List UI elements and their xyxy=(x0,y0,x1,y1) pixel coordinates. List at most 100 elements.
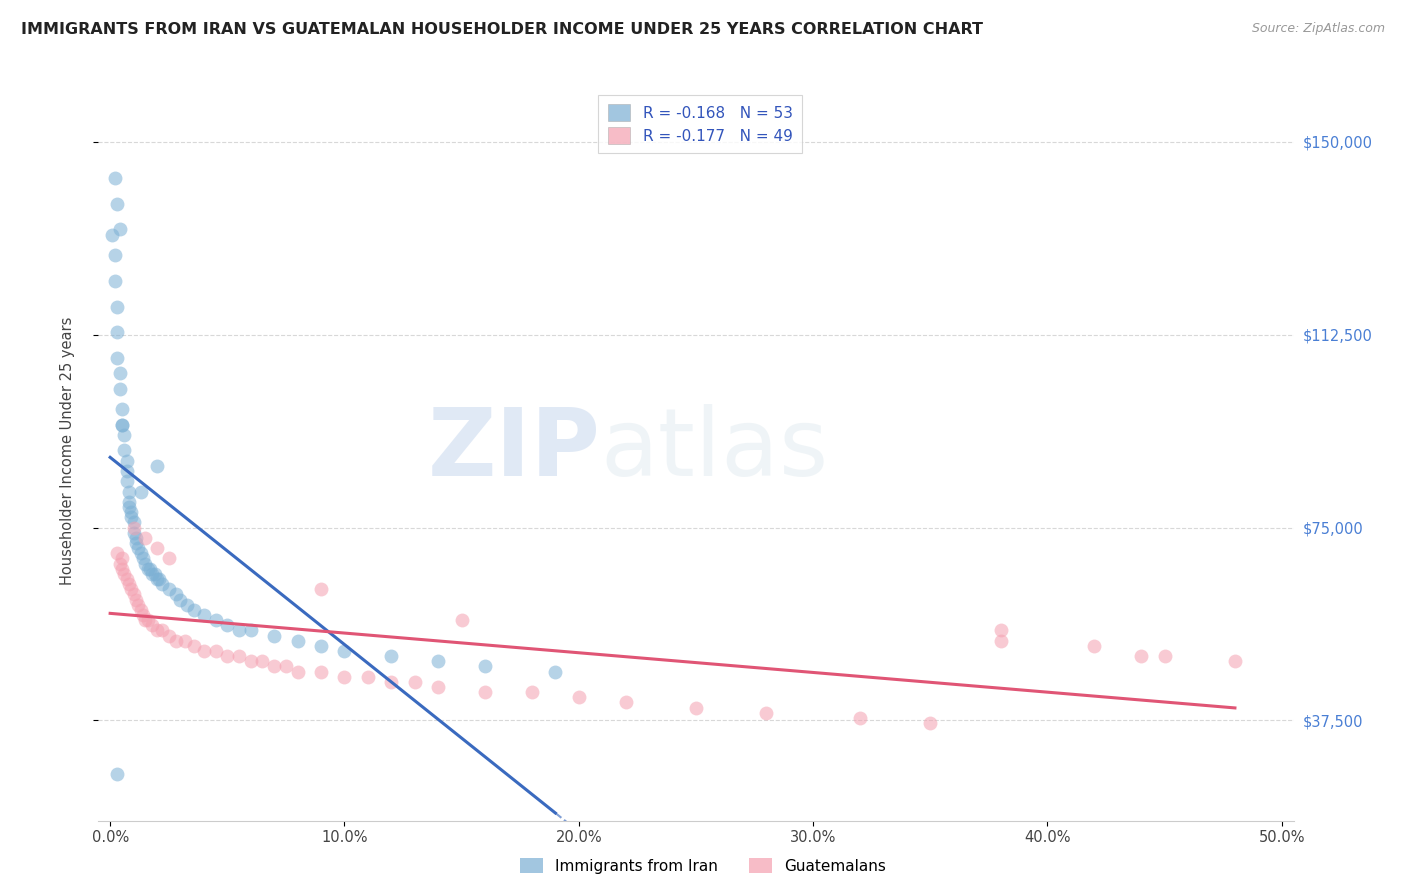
Point xyxy=(228,624,250,638)
Point xyxy=(333,670,356,684)
Point xyxy=(127,598,149,612)
Point xyxy=(139,562,162,576)
Point xyxy=(112,566,135,581)
Point xyxy=(115,454,138,468)
Point xyxy=(101,227,124,242)
Text: IMMIGRANTS FROM IRAN VS GUATEMALAN HOUSEHOLDER INCOME UNDER 25 YEARS CORRELATION: IMMIGRANTS FROM IRAN VS GUATEMALAN HOUSE… xyxy=(21,22,983,37)
Point xyxy=(111,417,134,432)
Point xyxy=(112,443,135,458)
Point xyxy=(1153,649,1175,664)
Point xyxy=(120,505,142,519)
Point xyxy=(118,577,141,591)
Point xyxy=(115,475,138,489)
Point xyxy=(183,639,205,653)
Point xyxy=(146,458,169,473)
Point xyxy=(105,351,128,365)
Point xyxy=(104,171,127,186)
Point xyxy=(111,402,134,417)
Point xyxy=(125,592,148,607)
Point xyxy=(239,624,262,638)
Point xyxy=(427,680,450,694)
Point xyxy=(1130,649,1153,664)
Point xyxy=(125,531,148,545)
Point xyxy=(108,557,131,571)
Point xyxy=(1083,639,1105,653)
Point xyxy=(217,618,239,632)
Point xyxy=(132,551,155,566)
Point xyxy=(380,649,402,664)
Point xyxy=(111,551,134,566)
Point xyxy=(143,566,166,581)
Point xyxy=(122,525,145,540)
Point xyxy=(115,572,138,586)
Point xyxy=(274,659,297,673)
Point xyxy=(568,690,591,705)
Point xyxy=(239,654,262,668)
Point xyxy=(125,536,148,550)
Point xyxy=(105,300,128,314)
Point xyxy=(357,670,380,684)
Point xyxy=(755,706,778,720)
Point xyxy=(474,659,496,673)
Point xyxy=(169,592,191,607)
Point xyxy=(287,633,309,648)
Point xyxy=(122,516,145,530)
Point xyxy=(129,603,152,617)
Point xyxy=(520,685,543,699)
Point xyxy=(105,325,128,339)
Point xyxy=(309,665,332,679)
Point xyxy=(990,633,1012,648)
Point xyxy=(990,624,1012,638)
Point xyxy=(146,572,169,586)
Point xyxy=(120,582,142,597)
Point xyxy=(136,613,159,627)
Point xyxy=(134,531,156,545)
Point xyxy=(1223,654,1246,668)
Point xyxy=(309,639,332,653)
Point xyxy=(132,607,155,622)
Point xyxy=(141,566,163,581)
Point xyxy=(849,711,872,725)
Point xyxy=(165,587,187,601)
Point xyxy=(108,367,131,381)
Point xyxy=(111,417,134,432)
Point xyxy=(165,633,187,648)
Text: ZIP: ZIP xyxy=(427,404,600,497)
Point xyxy=(427,654,450,668)
Point xyxy=(136,562,159,576)
Point xyxy=(105,767,128,781)
Point xyxy=(104,248,127,262)
Point xyxy=(176,598,198,612)
Point xyxy=(146,624,169,638)
Point xyxy=(118,500,141,514)
Point xyxy=(129,484,152,499)
Point xyxy=(146,541,169,556)
Point xyxy=(614,695,637,709)
Point xyxy=(920,715,942,730)
Point xyxy=(404,674,426,689)
Point xyxy=(193,644,215,658)
Point xyxy=(115,464,138,478)
Point xyxy=(157,582,180,597)
Point xyxy=(157,551,180,566)
Point xyxy=(174,633,197,648)
Point xyxy=(263,629,285,643)
Point xyxy=(112,428,135,442)
Point xyxy=(157,629,180,643)
Point xyxy=(127,541,149,556)
Legend: R = -0.168   N = 53, R = -0.177   N = 49: R = -0.168 N = 53, R = -0.177 N = 49 xyxy=(599,95,801,153)
Point xyxy=(150,624,173,638)
Point xyxy=(228,649,250,664)
Point xyxy=(141,618,163,632)
Point xyxy=(263,659,285,673)
Point xyxy=(108,222,131,236)
Point xyxy=(287,665,309,679)
Point xyxy=(122,520,145,534)
Point xyxy=(134,613,156,627)
Point xyxy=(217,649,239,664)
Point xyxy=(183,603,205,617)
Text: Source: ZipAtlas.com: Source: ZipAtlas.com xyxy=(1251,22,1385,36)
Point xyxy=(544,665,567,679)
Point xyxy=(450,613,472,627)
Point xyxy=(193,607,215,622)
